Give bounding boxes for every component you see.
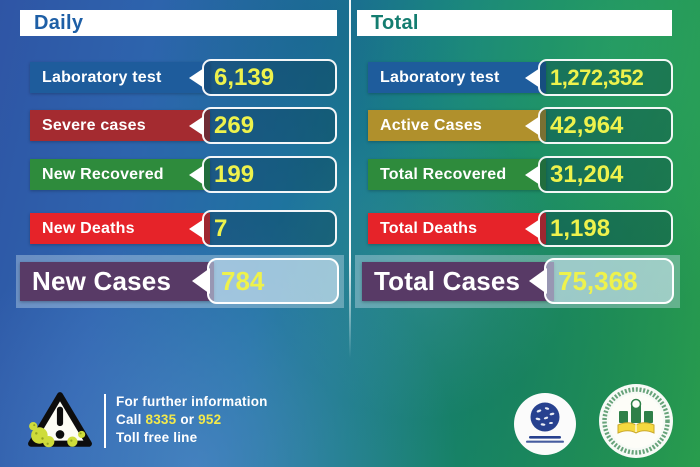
- column-divider: [349, 0, 351, 358]
- summary-label-bar: New Cases: [20, 262, 214, 301]
- stat-value-box: 42,964: [525, 107, 673, 144]
- total-header-title: Total: [371, 11, 419, 34]
- stat-value-box: 6,139: [189, 59, 337, 96]
- arrow-left-icon: [525, 218, 540, 239]
- stat-label-bar: Active Cases: [368, 110, 546, 141]
- daily-header-title: Daily: [34, 11, 84, 34]
- daily-new-cases-band: New Cases 784: [16, 255, 344, 308]
- info-line-2: Call 8335 or 952: [116, 411, 268, 429]
- stat-label-bar: New Recovered: [30, 159, 210, 190]
- ethiopian-public-health-institute-logo: [599, 384, 673, 458]
- ministry-of-health-ethiopia-logo: [514, 393, 576, 455]
- stat-label: Laboratory test: [42, 68, 162, 86]
- arrow-left-icon: [189, 115, 204, 136]
- info-line-3: Toll free line: [116, 430, 198, 445]
- stat-value: 269: [214, 111, 255, 139]
- footer-divider: [104, 394, 106, 448]
- stat-label-bar: New Deaths: [30, 213, 210, 244]
- daily-new-deaths-row: New Deaths 7: [30, 210, 337, 247]
- stat-value-box: 7: [189, 210, 337, 247]
- total-deaths-row: Total Deaths 1,198: [368, 210, 673, 247]
- daily-laboratory-test-row: Laboratory test 6,139: [30, 59, 337, 96]
- arrow-left-icon: [525, 115, 540, 136]
- total-laboratory-test-row: Laboratory test 1,272,352: [368, 59, 673, 96]
- stat-label: Total Recovered: [380, 165, 507, 183]
- summary-label: Total Cases: [374, 266, 521, 296]
- stat-value: 199: [214, 160, 255, 188]
- summary-value-box: 75,368: [529, 258, 674, 304]
- arrow-left-icon: [192, 268, 210, 294]
- daily-severe-cases-row: Severe cases 269: [30, 107, 337, 144]
- stat-label: New Deaths: [42, 219, 135, 237]
- stat-value: 6,139: [214, 63, 275, 91]
- daily-new-recovered-row: New Recovered 199: [30, 156, 337, 193]
- footer-info: For further information Call 8335 or 952…: [116, 393, 268, 447]
- stat-label-bar: Laboratory test: [368, 62, 546, 93]
- stat-value: 42,964: [550, 111, 624, 139]
- arrow-left-icon: [189, 218, 204, 239]
- summary-value-box: 784: [192, 258, 339, 304]
- or-word: or: [180, 412, 195, 427]
- call-word: Call: [116, 412, 142, 427]
- stat-value: 7: [214, 214, 228, 242]
- stat-label-bar: Severe cases: [30, 110, 210, 141]
- total-recovered-row: Total Recovered 31,204: [368, 156, 673, 193]
- warning-triangle-virus-icon: [28, 392, 92, 448]
- stat-value-box: 199: [189, 156, 337, 193]
- daily-header: Daily: [20, 10, 337, 36]
- stat-label: Active Cases: [380, 116, 483, 134]
- stat-value: 31,204: [550, 160, 624, 188]
- phone-number-1: 8335: [145, 412, 177, 427]
- stat-label-bar: Laboratory test: [30, 62, 210, 93]
- total-header: Total: [357, 10, 672, 36]
- stat-value: 1,272,352: [550, 64, 644, 90]
- total-cases-band: Total Cases 75,368: [355, 255, 680, 308]
- stat-value-box: 269: [189, 107, 337, 144]
- arrow-left-icon: [525, 164, 540, 185]
- arrow-left-icon: [189, 164, 204, 185]
- summary-label-bar: Total Cases: [362, 262, 554, 301]
- arrow-left-icon: [525, 67, 540, 88]
- stat-value-box: 31,204: [525, 156, 673, 193]
- stat-label-bar: Total Recovered: [368, 159, 546, 190]
- stat-value-box: 1,198: [525, 210, 673, 247]
- summary-value: 784: [221, 265, 265, 296]
- stat-label-bar: Total Deaths: [368, 213, 546, 244]
- arrow-left-icon: [189, 67, 204, 88]
- summary-value: 75,368: [558, 265, 638, 296]
- phone-number-2: 952: [198, 412, 222, 427]
- arrow-left-icon: [529, 268, 547, 294]
- stat-label: Total Deaths: [380, 219, 478, 237]
- stat-value-box: 1,272,352: [525, 59, 673, 96]
- stat-label: New Recovered: [42, 165, 164, 183]
- info-line-1: For further information: [116, 394, 268, 409]
- stat-label: Severe cases: [42, 116, 146, 134]
- stat-value: 1,198: [550, 214, 611, 242]
- total-active-cases-row: Active Cases 42,964: [368, 107, 673, 144]
- stat-label: Laboratory test: [380, 68, 500, 86]
- summary-label: New Cases: [32, 266, 172, 296]
